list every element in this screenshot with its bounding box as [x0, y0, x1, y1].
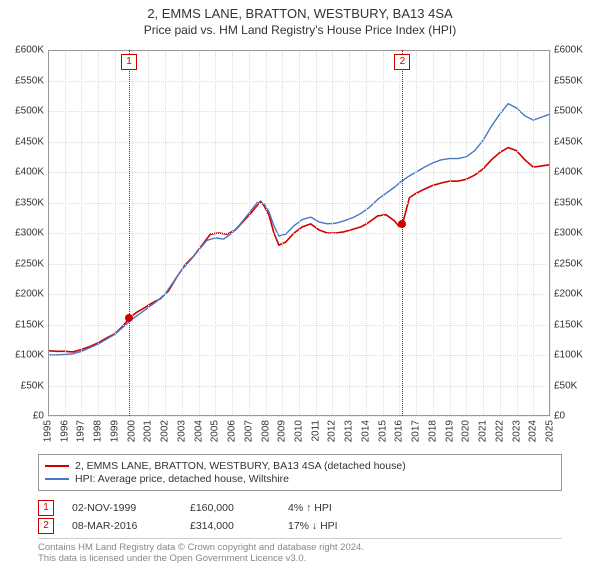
x-axis-tick-label: 2017	[411, 420, 422, 442]
x-axis-tick-label: 2013	[344, 420, 355, 442]
event-marker-badge: 1	[121, 54, 137, 70]
x-axis-tick-label: 2023	[511, 420, 522, 442]
chart-subtitle: Price paid vs. HM Land Registry's House …	[0, 23, 600, 37]
x-axis-tick-label: 2000	[126, 420, 137, 442]
y-axis-tick-label: £400K	[2, 167, 44, 178]
x-axis-tick-label: 2011	[310, 420, 321, 442]
y-axis-right-tick-label: £100K	[554, 350, 596, 361]
x-axis-tick-label: 2008	[260, 420, 271, 442]
y-axis-right-tick-label: £450K	[554, 136, 596, 147]
event-delta: 17% ↓ HPI	[288, 520, 388, 532]
plot-border	[48, 50, 550, 416]
event-date: 02-NOV-1999	[72, 502, 172, 514]
x-axis-tick-label: 2002	[160, 420, 171, 442]
x-axis-tick-label: 2012	[327, 420, 338, 442]
y-axis-tick-label: £350K	[2, 197, 44, 208]
chart-legend: 2, EMMS LANE, BRATTON, WESTBURY, BA13 4S…	[38, 454, 562, 491]
y-axis-right-tick-label: £200K	[554, 289, 596, 300]
y-axis-right-tick-label: £0	[554, 411, 596, 422]
x-axis-tick-label: 2014	[360, 420, 371, 442]
footer-line-1: Contains HM Land Registry data © Crown c…	[38, 542, 562, 553]
x-axis-tick-label: 1996	[59, 420, 70, 442]
event-marker-dot	[398, 220, 406, 228]
chart-title: 2, EMMS LANE, BRATTON, WESTBURY, BA13 4S…	[0, 6, 600, 21]
y-axis-right-tick-label: £250K	[554, 258, 596, 269]
x-axis-tick-label: 2009	[277, 420, 288, 442]
chart-plot-area: £0£0£50K£50K£100K£100K£150K£150K£200K£20…	[48, 50, 550, 416]
y-axis-tick-label: £550K	[2, 75, 44, 86]
y-axis-right-tick-label: £500K	[554, 106, 596, 117]
y-axis-tick-label: £300K	[2, 228, 44, 239]
x-axis-tick-label: 2025	[545, 420, 556, 442]
x-axis-tick-label: 2007	[243, 420, 254, 442]
y-axis-tick-label: £500K	[2, 106, 44, 117]
y-axis-right-tick-label: £300K	[554, 228, 596, 239]
event-marker-dot	[125, 314, 133, 322]
legend-label: 2, EMMS LANE, BRATTON, WESTBURY, BA13 4S…	[75, 460, 406, 472]
x-axis-tick-label: 2001	[143, 420, 154, 442]
x-axis-tick-label: 2021	[478, 420, 489, 442]
x-axis-tick-label: 2004	[193, 420, 204, 442]
gridline-horizontal	[48, 416, 550, 417]
x-axis-tick-label: 2024	[528, 420, 539, 442]
y-axis-right-tick-label: £50K	[554, 380, 596, 391]
x-axis-tick-label: 2018	[427, 420, 438, 442]
x-axis-tick-label: 2016	[394, 420, 405, 442]
x-axis-tick-label: 2022	[494, 420, 505, 442]
event-badge: 2	[38, 518, 54, 534]
footer-line-2: This data is licensed under the Open Gov…	[38, 553, 562, 564]
x-axis-tick-label: 1997	[76, 420, 87, 442]
y-axis-right-tick-label: £550K	[554, 75, 596, 86]
chart-footer: Contains HM Land Registry data © Crown c…	[38, 538, 562, 565]
x-axis-tick-label: 2015	[377, 420, 388, 442]
gridline-vertical	[550, 50, 551, 416]
x-axis-tick-label: 2005	[210, 420, 221, 442]
event-price: £314,000	[190, 520, 270, 532]
event-table: 1 02-NOV-1999 £160,000 4% ↑ HPI 2 08-MAR-2016…	[38, 498, 562, 536]
event-marker-badge: 2	[394, 54, 410, 70]
y-axis-tick-label: £100K	[2, 350, 44, 361]
y-axis-tick-label: £50K	[2, 380, 44, 391]
legend-label: HPI: Average price, detached house, Wilt…	[75, 473, 289, 485]
event-date: 08-MAR-2016	[72, 520, 172, 532]
event-marker-line	[402, 50, 403, 416]
legend-item: 2, EMMS LANE, BRATTON, WESTBURY, BA13 4S…	[45, 460, 555, 472]
event-delta: 4% ↑ HPI	[288, 502, 388, 514]
y-axis-tick-label: £200K	[2, 289, 44, 300]
x-axis-tick-label: 1995	[43, 420, 54, 442]
event-row: 1 02-NOV-1999 £160,000 4% ↑ HPI	[38, 500, 562, 516]
x-axis-tick-label: 2003	[176, 420, 187, 442]
x-axis-tick-label: 2006	[227, 420, 238, 442]
y-axis-tick-label: £450K	[2, 136, 44, 147]
y-axis-right-tick-label: £150K	[554, 319, 596, 330]
legend-swatch	[45, 478, 69, 480]
y-axis-tick-label: £600K	[2, 45, 44, 56]
x-axis-tick-label: 2010	[294, 420, 305, 442]
event-row: 2 08-MAR-2016 £314,000 17% ↓ HPI	[38, 518, 562, 534]
y-axis-right-tick-label: £600K	[554, 45, 596, 56]
y-axis-tick-label: £0	[2, 411, 44, 422]
y-axis-right-tick-label: £400K	[554, 167, 596, 178]
x-axis-tick-label: 1998	[93, 420, 104, 442]
x-axis-tick-label: 1999	[109, 420, 120, 442]
x-axis-tick-label: 2020	[461, 420, 472, 442]
y-axis-tick-label: £250K	[2, 258, 44, 269]
event-price: £160,000	[190, 502, 270, 514]
y-axis-tick-label: £150K	[2, 319, 44, 330]
legend-swatch	[45, 465, 69, 467]
legend-item: HPI: Average price, detached house, Wilt…	[45, 473, 555, 485]
event-badge: 1	[38, 500, 54, 516]
x-axis-tick-label: 2019	[444, 420, 455, 442]
event-marker-line	[129, 50, 130, 416]
y-axis-right-tick-label: £350K	[554, 197, 596, 208]
